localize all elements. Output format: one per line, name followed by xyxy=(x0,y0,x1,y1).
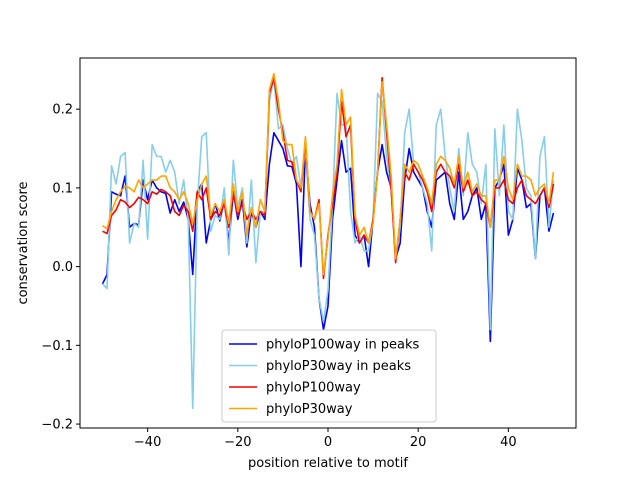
y-tick-label: 0.2 xyxy=(52,103,73,118)
x-tick-label: 0 xyxy=(324,435,332,450)
y-tick-label: 0.1 xyxy=(52,181,73,196)
legend: phyloP100way in peaks phyloP30way in peak… xyxy=(221,329,437,423)
series-layer xyxy=(101,72,555,410)
series-line-0 xyxy=(101,131,555,343)
series-line-1 xyxy=(101,76,555,410)
x-tick-label: −20 xyxy=(224,435,251,450)
y-tick-label: −0.1 xyxy=(41,339,73,354)
y-axis-ticks: −0.2 −0.1 0.0 0.1 0.2 xyxy=(41,103,80,433)
legend-box xyxy=(221,329,437,423)
legend-label: phyloP100way in peaks xyxy=(266,338,420,353)
series-line-3 xyxy=(102,72,555,276)
x-tick-label: 20 xyxy=(410,435,427,450)
x-axis-label: position relative to motif xyxy=(248,456,408,471)
legend-label: phyloP30way in peaks xyxy=(266,359,411,374)
x-axis-ticks: −40 −20 0 20 40 xyxy=(134,428,517,450)
x-tick-label: 40 xyxy=(500,435,517,450)
legend-items: phyloP100way in peaks phyloP30way in peak… xyxy=(229,338,420,417)
legend-label: phyloP30way xyxy=(266,402,353,417)
y-tick-label: −0.2 xyxy=(41,418,73,433)
y-axis-label: conservation score xyxy=(16,181,31,304)
legend-label: phyloP100way xyxy=(266,381,361,396)
y-tick-label: 0.0 xyxy=(52,260,73,275)
x-tick-label: −40 xyxy=(134,435,161,450)
